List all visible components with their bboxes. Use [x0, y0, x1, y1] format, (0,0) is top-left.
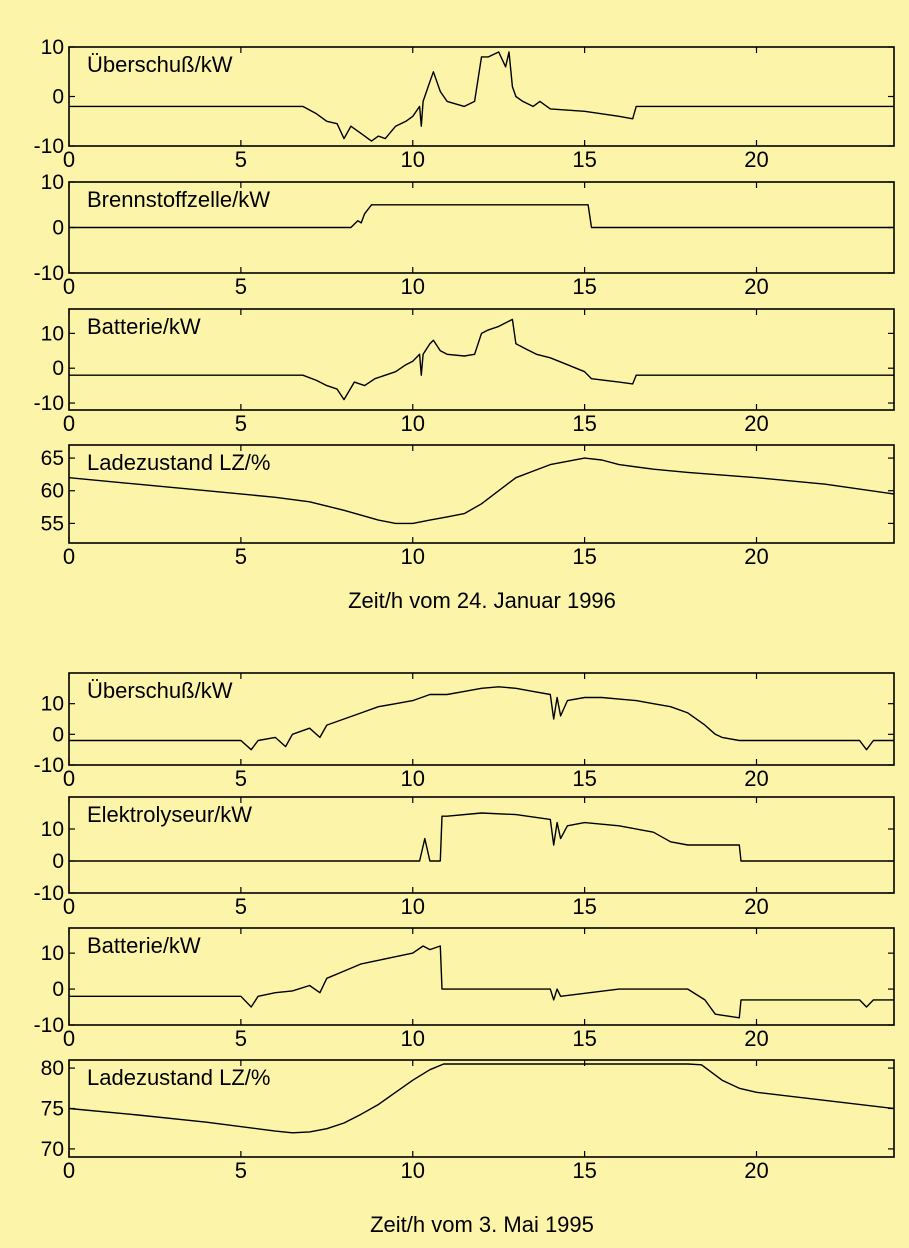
x-tick-label: 0 — [63, 1026, 75, 1051]
y-tick-label: 0 — [52, 86, 64, 109]
subplot-title: Elektrolyseur/kW — [87, 802, 252, 827]
series-line-may_electrolyzer — [69, 812, 894, 862]
axes-frame — [68, 308, 895, 411]
x-tick-label: 0 — [63, 1158, 75, 1183]
x-tick-label: 0 — [63, 147, 75, 172]
x-tick-label: 20 — [744, 147, 768, 172]
x-tick-label: 0 — [63, 894, 75, 919]
axes-frame — [68, 927, 895, 1026]
x-tick-label: 20 — [744, 1026, 768, 1051]
x-tick-label: 5 — [235, 894, 247, 919]
series-line-may_soc — [68, 1063, 895, 1134]
x-tick-label: 10 — [401, 411, 425, 436]
y-tick-label: 75 — [41, 1098, 64, 1121]
subplot-jan_soc: 0 5 10 15 20 55 60 65 Ladezustand LZ/% — [41, 444, 895, 569]
y-tick-label: -10 — [34, 135, 64, 158]
x-tick-label: 15 — [572, 147, 596, 172]
x-tick-label: 20 — [744, 766, 768, 791]
x-axis-label-january: Zeit/h vom 24. Januar 1996 — [348, 588, 616, 613]
subplot-title: Batterie/kW — [87, 314, 201, 339]
y-tick-label: 10 — [41, 36, 64, 59]
y-tick-label: 55 — [41, 512, 64, 535]
x-tick-label: 5 — [235, 1026, 247, 1051]
axes-frame — [68, 444, 895, 544]
series-line-jan_surplus — [69, 51, 894, 142]
y-tick-label: -10 — [34, 262, 64, 285]
y-tick-label: 70 — [41, 1138, 64, 1161]
x-tick-label: 20 — [744, 1158, 768, 1183]
x-tick-label: 0 — [63, 411, 75, 436]
x-tick-label: 10 — [401, 147, 425, 172]
series-line-jan_fuelcell — [69, 204, 894, 229]
x-tick-label: 20 — [744, 274, 768, 299]
x-tick-label: 5 — [235, 544, 247, 569]
x-tick-label: 0 — [63, 544, 75, 569]
y-tick-label: -10 — [34, 392, 64, 415]
axes-frame — [68, 672, 895, 766]
subplot-title: Ladezustand LZ/% — [87, 450, 270, 475]
x-axis-label-may: Zeit/h vom 3. Mai 1995 — [370, 1212, 594, 1237]
x-tick-label: 5 — [235, 411, 247, 436]
x-tick-label: 10 — [401, 1158, 425, 1183]
subplot-title: Brennstoffzelle/kW — [87, 187, 270, 212]
subplot-title: Batterie/kW — [87, 933, 201, 958]
y-tick-label: 65 — [41, 447, 64, 470]
y-tick-label: -10 — [34, 754, 64, 777]
y-tick-label: 0 — [52, 217, 64, 240]
x-tick-label: 15 — [572, 1026, 596, 1051]
x-tick-label: 5 — [235, 274, 247, 299]
x-tick-label: 15 — [572, 894, 596, 919]
y-tick-label: 80 — [41, 1057, 64, 1080]
x-tick-label: 10 — [401, 894, 425, 919]
x-tick-label: 5 — [235, 766, 247, 791]
x-tick-label: 5 — [235, 1158, 247, 1183]
x-tick-label: 0 — [63, 766, 75, 791]
y-tick-label: 10 — [41, 818, 64, 841]
x-tick-label: 20 — [744, 544, 768, 569]
series-line-may_battery — [69, 945, 894, 1019]
subplot-may_soc: 0 5 10 15 20 70 75 80 Ladezustand LZ/% — [41, 1057, 895, 1183]
x-tick-label: 20 — [744, 411, 768, 436]
x-tick-label: 15 — [572, 274, 596, 299]
x-tick-label: 5 — [235, 147, 247, 172]
x-tick-label: 20 — [744, 894, 768, 919]
y-tick-label: 10 — [41, 693, 64, 716]
y-tick-label: -10 — [34, 882, 64, 905]
y-tick-label: 0 — [52, 723, 64, 746]
y-tick-label: 10 — [41, 942, 64, 965]
y-tick-label: -10 — [34, 1014, 64, 1037]
series-line-jan_battery — [69, 318, 894, 401]
x-tick-label: 15 — [572, 1158, 596, 1183]
subplot-title: Ladezustand LZ/% — [87, 1065, 270, 1090]
x-tick-label: 10 — [401, 766, 425, 791]
axes-frame — [68, 796, 895, 894]
subplot-title: Überschuß/kW — [87, 52, 233, 77]
subplot-title: Überschuß/kW — [87, 678, 233, 703]
y-tick-label: 10 — [41, 322, 64, 345]
x-tick-label: 10 — [401, 274, 425, 299]
series-line-jan_soc — [68, 457, 895, 525]
y-tick-label: 0 — [52, 357, 64, 380]
x-tick-label: 15 — [572, 766, 596, 791]
x-tick-label: 0 — [63, 274, 75, 299]
y-tick-label: 0 — [52, 850, 64, 873]
x-tick-label: 15 — [572, 544, 596, 569]
y-tick-label: 10 — [41, 171, 64, 194]
y-tick-label: 0 — [52, 978, 64, 1001]
x-tick-label: 15 — [572, 411, 596, 436]
x-tick-label: 10 — [401, 544, 425, 569]
x-tick-label: 10 — [401, 1026, 425, 1051]
series-line-may_surplus — [69, 686, 894, 751]
y-tick-label: 60 — [41, 480, 64, 503]
